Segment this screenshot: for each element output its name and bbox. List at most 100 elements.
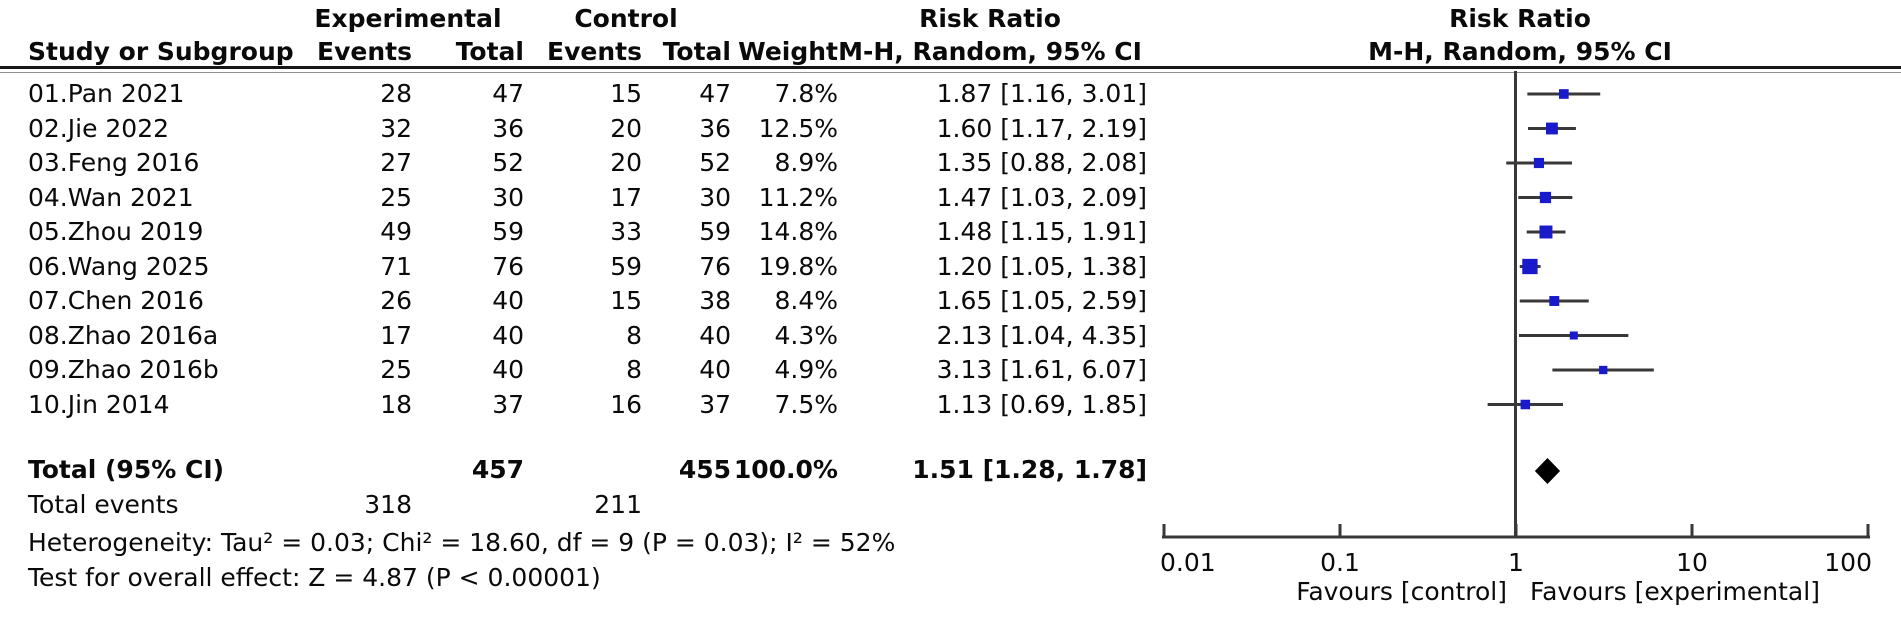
axis-tick-label: 10 [1676,548,1708,577]
column-header-study: Study or Subgroup [28,37,294,66]
ctrl-total: 76 [699,251,731,281]
ctrl-events: 16 [610,389,642,419]
study-name: 02.Jie 2022 [28,113,170,143]
exp-total: 37 [492,389,524,419]
exp-events: 32 [380,113,412,143]
ctrl-total: 40 [699,320,731,350]
study-ci-text: 1.48 [1.15, 1.91] [936,217,1147,246]
exp-total: 76 [492,251,524,281]
study-weight: 19.8% [758,251,838,281]
exp-total: 40 [492,320,524,350]
study-name: 07.Chen 2016 [28,286,204,315]
table-row: 08.Zhao 2016a 17 40 8 40 4.3% 2.13 [1.04, 4.35… [0,319,1901,353]
table-row: 01.Pan 2021 28 47 15 47 7.8% 1.87 [1.16, 3.01] [0,77,1901,111]
study-weight: 7.5% [774,389,838,419]
exp-total: 36 [492,113,524,143]
ctrl-events: 33 [610,217,642,246]
exp-total: 52 [492,148,524,177]
column-group-experimental: Experimental [314,4,502,33]
axis-tick-label: 0.1 [1320,548,1360,577]
exp-total: 47 [492,79,524,108]
effect-square [1599,365,1608,375]
table-row: 07.Chen 2016 26 40 15 38 8.4% 1.65 [1.05, 2.59… [0,284,1901,318]
exp-events: 28 [380,79,412,108]
table-row: 10.Jin 2014 18 37 16 37 7.5% 1.13 [0.69, 1.85] [0,388,1901,422]
effect-square [1520,399,1531,410]
total-label: Total (95% CI) [28,455,225,484]
exp-total: 40 [492,355,524,384]
table-row: 03.Feng 2016 27 52 20 52 8.9% 1.35 [0.88, 2.08… [0,146,1901,180]
ctrl-events: 8 [626,355,642,384]
study-weight: 4.3% [774,320,838,350]
axis-tick-label: 100 [1824,548,1872,577]
effect-square [1545,122,1558,135]
total-events-row: Total events 318 211 [0,488,1901,522]
effect-square [1522,258,1538,275]
exp-total: 40 [492,286,524,315]
ctrl-total: 30 [699,182,731,212]
ctrl-events: 17 [610,182,642,212]
ctrl-events: 15 [610,286,642,315]
header-divider-line [0,66,1901,69]
table-row: 05.Zhou 2019 49 59 33 59 14.8% 1.48 [1.15, 1.9… [0,215,1901,249]
ctrl-events: 59 [610,251,642,281]
study-weight: 12.5% [758,113,838,143]
column-header-exp-total: Total [455,37,524,66]
ctrl-total: 40 [699,355,731,384]
ctrl-total: 38 [699,286,731,315]
effect-square [1559,89,1569,99]
study-name: 09.Zhao 2016b [28,355,219,384]
column-group-risk-ratio-plot: Risk Ratio [1449,4,1591,33]
exp-events: 71 [380,251,412,281]
total-events-experimental: 318 [364,490,412,519]
study-weight: 8.9% [774,148,838,177]
effect-square [1533,157,1545,169]
column-header-exp-events: Events [317,37,412,66]
study-ci-text: 3.13 [1.61, 6.07] [936,355,1147,384]
column-group-risk-ratio-text: Risk Ratio [919,4,1061,33]
overall-effect-note: Test for overall effect: Z = 4.87 (P < 0… [28,563,601,592]
total-row: Total (95% CI) 457 455 100.0% 1.51 [1.28… [0,453,1901,487]
ctrl-total: 47 [699,79,731,108]
axis-tick-label: 1 [1508,548,1524,577]
column-header-ctrl-total: Total [662,37,731,66]
exp-events: 25 [380,182,412,212]
exp-total: 30 [492,182,524,212]
effect-square [1539,191,1552,204]
column-group-control: Control [574,4,678,33]
study-name: 01.Pan 2021 [28,79,185,108]
ctrl-total: 36 [699,113,731,143]
table-row: 04.Wan 2021 25 30 17 30 11.2% 1.47 [1.03, 2.09… [0,181,1901,215]
effect-square [1569,331,1578,340]
ctrl-events: 20 [610,113,642,143]
favours-experimental-label: Favours [experimental] [1530,577,1820,606]
column-header-method-text: M-H, Random, 95% CI [838,37,1142,66]
exp-events: 25 [380,355,412,384]
table-row: 09.Zhao 2016b 25 40 8 40 4.9% 3.13 [1.61, 6.07… [0,353,1901,387]
study-name: 05.Zhou 2019 [28,217,204,246]
total-events-control: 211 [594,490,642,519]
study-ci-text: 1.87 [1.16, 3.01] [936,79,1147,108]
study-name: 06.Wang 2025 [28,251,210,281]
study-ci-text: 1.20 [1.05, 1.38] [936,251,1147,281]
column-header-weight: Weight [738,37,838,66]
favours-control-label: Favours [control] [1296,577,1507,606]
study-ci-text: 1.35 [0.88, 2.08] [936,148,1147,177]
study-name: 04.Wan 2021 [28,182,194,212]
table-row: 02.Jie 2022 32 36 20 36 12.5% 1.60 [1.17, 2.19… [0,112,1901,146]
study-weight: 14.8% [758,217,838,246]
exp-total: 59 [492,217,524,246]
study-weight: 11.2% [758,182,838,212]
table-row: 06.Wang 2025 71 76 59 76 19.8% 1.20 [1.05, 1.3… [0,250,1901,284]
exp-events: 27 [380,148,412,177]
ctrl-events: 8 [626,320,642,350]
study-weight: 7.8% [774,79,838,108]
heterogeneity-note: Heterogeneity: Tau² = 0.03; Chi² = 18.60… [28,528,896,557]
effect-square [1539,225,1553,239]
study-ci-text: 1.65 [1.05, 2.59] [936,286,1147,315]
exp-events: 18 [380,389,412,419]
study-ci-text: 2.13 [1.04, 4.35] [936,320,1147,350]
ctrl-total: 59 [699,217,731,246]
study-name: 10.Jin 2014 [28,389,170,419]
